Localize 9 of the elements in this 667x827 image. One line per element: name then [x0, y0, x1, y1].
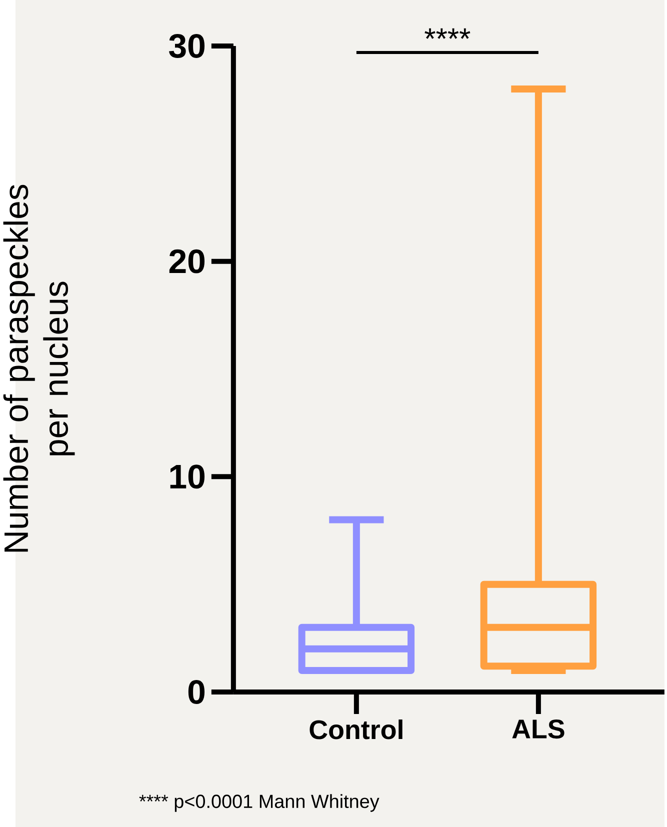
x-tick-label: Control — [310, 720, 402, 740]
x-tick-label: ALS — [512, 720, 564, 739]
y-tick-label: 0 — [188, 680, 205, 704]
text: **** p<0.0001 Mann Whitney — [139, 794, 380, 812]
y-tick-label: 20 — [169, 249, 205, 274]
text: **** — [424, 28, 470, 39]
y-axis-title: Number of paraspeckles per nucleus — [3, 184, 75, 552]
y-tick-label: 30 — [169, 34, 205, 58]
y-tick-label: 10 — [170, 464, 205, 489]
